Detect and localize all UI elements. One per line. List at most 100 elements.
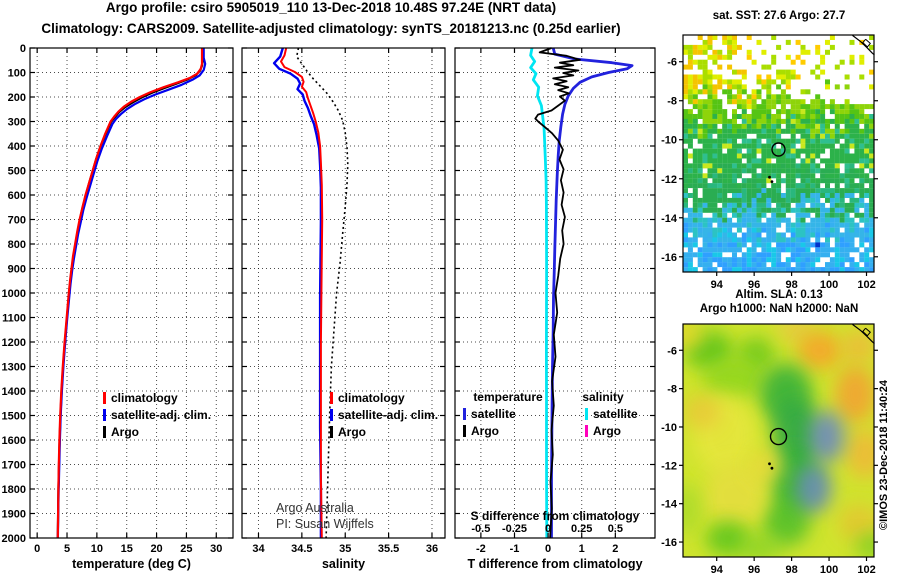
xaxis-label-t-difference: T difference from climatology — [467, 557, 643, 571]
legend-color-bar — [103, 425, 106, 438]
annotation-argo-australia: Argo Australia — [276, 501, 354, 515]
svg-text:1500: 1500 — [2, 411, 26, 423]
svg-text:1900: 1900 — [2, 509, 26, 521]
legend-item-satellite-clim: satellite-adj. clim. — [330, 407, 438, 422]
svg-text:34: 34 — [252, 543, 265, 555]
svg-text:100: 100 — [8, 68, 26, 80]
legend-label: satellite — [593, 406, 638, 421]
svg-text:-8: -8 — [667, 384, 677, 396]
svg-text:600: 600 — [8, 190, 26, 202]
svg-text:700: 700 — [8, 215, 26, 227]
svg-text:1100: 1100 — [2, 313, 26, 325]
svg-text:102: 102 — [857, 279, 875, 291]
xaxis-label-salinity: salinity — [321, 557, 366, 571]
svg-text:800: 800 — [8, 239, 26, 251]
svg-text:96: 96 — [748, 564, 760, 576]
legend-item-t-satellite: satellite — [463, 406, 516, 421]
legend-label: Argo — [593, 423, 621, 438]
svg-text:0: 0 — [20, 43, 26, 55]
svg-text:300: 300 — [8, 117, 26, 129]
svg-text:0: 0 — [545, 543, 551, 555]
legend-label: climatology — [338, 390, 405, 405]
svg-text:1800: 1800 — [2, 484, 26, 496]
svg-text:102: 102 — [857, 564, 875, 576]
legend-item-argo: Argo — [330, 424, 366, 439]
svg-text:-10: -10 — [661, 422, 677, 434]
svg-text:900: 900 — [8, 264, 26, 276]
legend-color-bar — [585, 407, 588, 420]
legend-label: satellite — [471, 406, 516, 421]
svg-text:35.5: 35.5 — [378, 543, 399, 555]
svg-text:1300: 1300 — [2, 362, 26, 374]
svg-text:200: 200 — [8, 92, 26, 104]
svg-text:0: 0 — [34, 543, 40, 555]
svg-text:1: 1 — [579, 543, 585, 555]
xaxis-label-temperature: temperature (deg C) — [72, 557, 191, 571]
svg-text:10: 10 — [91, 543, 103, 555]
legend-group-title-temperature: temperature — [473, 390, 543, 404]
legend-color-bar — [330, 408, 333, 421]
figure-title-line2: Climatology: CARS2009. Satellite-adjuste… — [41, 21, 621, 36]
svg-text:2: 2 — [612, 543, 618, 555]
svg-text:100: 100 — [820, 564, 838, 576]
legend-item-climatology: climatology — [330, 390, 405, 405]
legend-label: climatology — [111, 390, 178, 405]
svg-text:1200: 1200 — [2, 337, 26, 349]
svg-text:34.5: 34.5 — [291, 543, 312, 555]
svg-text:-14: -14 — [661, 499, 678, 511]
svg-text:0.25: 0.25 — [571, 523, 592, 535]
svg-text:-8: -8 — [667, 96, 677, 108]
secondary-axis-label: S difference from climatology — [470, 509, 640, 523]
legend-color-bar — [463, 424, 466, 437]
legend-item-t-argo: Argo — [463, 423, 499, 438]
svg-text:1600: 1600 — [2, 435, 26, 447]
svg-text:15: 15 — [121, 543, 133, 555]
legend-group-title-salinity: salinity — [582, 390, 624, 404]
svg-text:25: 25 — [180, 543, 192, 555]
legend-color-bar — [463, 407, 466, 420]
svg-text:20: 20 — [150, 543, 162, 555]
svg-text:98: 98 — [785, 564, 797, 576]
svg-text:-0.25: -0.25 — [502, 523, 527, 535]
svg-text:-10: -10 — [661, 135, 677, 147]
svg-text:-0.5: -0.5 — [471, 523, 490, 535]
legend-label: Argo — [471, 423, 499, 438]
svg-text:-1: -1 — [510, 543, 520, 555]
legend-item-argo: Argo — [103, 424, 139, 439]
svg-text:-16: -16 — [661, 252, 677, 264]
legend-color-bar — [330, 425, 333, 438]
svg-text:35: 35 — [339, 543, 351, 555]
legend-color-bar — [330, 391, 333, 404]
legend-color-bar — [585, 424, 588, 437]
svg-text:-16: -16 — [661, 537, 677, 549]
svg-text:100: 100 — [820, 279, 838, 291]
figure-title-line1: Argo profile: csiro 5905019_110 13-Dec-2… — [105, 0, 557, 15]
svg-text:94: 94 — [711, 279, 724, 291]
legend-item-satellite-clim: satellite-adj. clim. — [103, 407, 211, 422]
legend-item-climatology: climatology — [103, 390, 178, 405]
legend-color-bar — [103, 408, 106, 421]
svg-text:0: 0 — [545, 523, 551, 535]
legend-item-s-satellite: satellite — [585, 406, 638, 421]
annotation-pi: PI: Susan Wijffels — [276, 517, 374, 531]
sla-title-line2: Argo h1000: NaN h2000: NaN — [699, 303, 859, 315]
svg-text:2000: 2000 — [2, 533, 26, 545]
svg-text:-12: -12 — [661, 174, 677, 186]
svg-text:30: 30 — [210, 543, 222, 555]
svg-text:-6: -6 — [667, 345, 677, 357]
svg-text:5: 5 — [64, 543, 70, 555]
svg-text:-12: -12 — [661, 460, 677, 472]
svg-text:400: 400 — [8, 141, 26, 153]
svg-text:-2: -2 — [476, 543, 486, 555]
legend-label: Argo — [338, 424, 366, 439]
svg-text:-6: -6 — [667, 57, 677, 69]
svg-text:96: 96 — [748, 279, 760, 291]
svg-text:1000: 1000 — [2, 288, 26, 300]
svg-text:36: 36 — [426, 543, 438, 555]
legend-color-bar — [103, 391, 106, 404]
sla-title-line1: Altim. SLA: 0.13 — [735, 289, 823, 301]
svg-text:500: 500 — [8, 166, 26, 178]
svg-text:1400: 1400 — [2, 386, 26, 398]
